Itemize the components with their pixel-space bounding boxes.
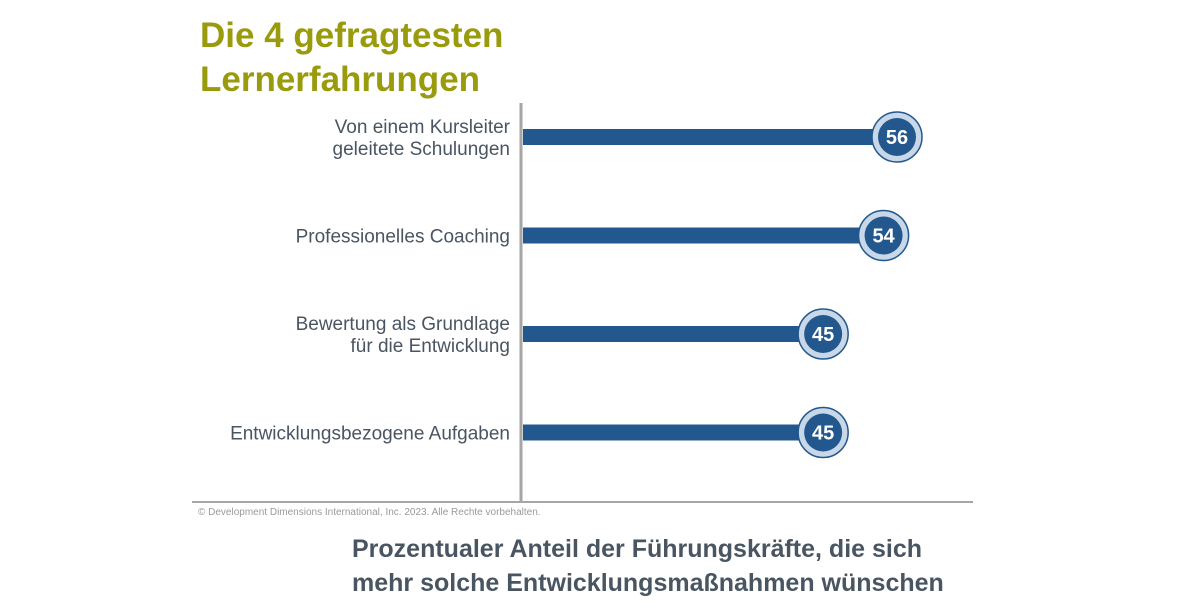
- category-label-line: geleitete Schulungen: [333, 139, 510, 160]
- chart-subtitle-line-2: mehr solche Entwicklungsmaßnahmen wünsch…: [352, 569, 944, 597]
- copyright-notice: © Development Dimensions International, …: [198, 507, 541, 518]
- category-label-line: Professionelles Coaching: [296, 227, 510, 248]
- value-badge: [804, 413, 843, 452]
- bar: [523, 129, 897, 145]
- data-label: 54: [872, 226, 895, 248]
- bar: [523, 227, 884, 244]
- category-label-line: für die Entwicklung: [351, 336, 510, 357]
- chart-title-line-2: Lernerfahrungen: [200, 60, 481, 99]
- bar: [523, 326, 824, 342]
- category-label-line: Von einem Kursleiter: [335, 117, 511, 138]
- category-label-line: Bewertung als Grundlage: [296, 314, 510, 335]
- chart-subtitle-line-1: Prozentualer Anteil der Führungskräfte, …: [352, 535, 923, 563]
- chart-subtitle: Prozentualer Anteil der Führungskräfte, …: [352, 532, 1172, 600]
- data-label: 56: [886, 127, 908, 149]
- category-label: Professionelles Coaching: [296, 227, 510, 248]
- bar: [523, 424, 824, 441]
- category-label-line: Entwicklungsbezogene Aufgaben: [230, 424, 510, 445]
- chart-title-line-1: Die 4 gefragtesten: [200, 16, 504, 55]
- chart-title: Die 4 gefragtesten Lernerfahrungen: [200, 14, 620, 102]
- value-badge: [864, 216, 903, 255]
- category-label: Entwicklungsbezogene Aufgaben: [230, 424, 510, 445]
- value-badge: [804, 315, 843, 353]
- value-badge: [878, 118, 916, 156]
- data-label: 45: [812, 324, 834, 346]
- data-label: 45: [812, 423, 834, 445]
